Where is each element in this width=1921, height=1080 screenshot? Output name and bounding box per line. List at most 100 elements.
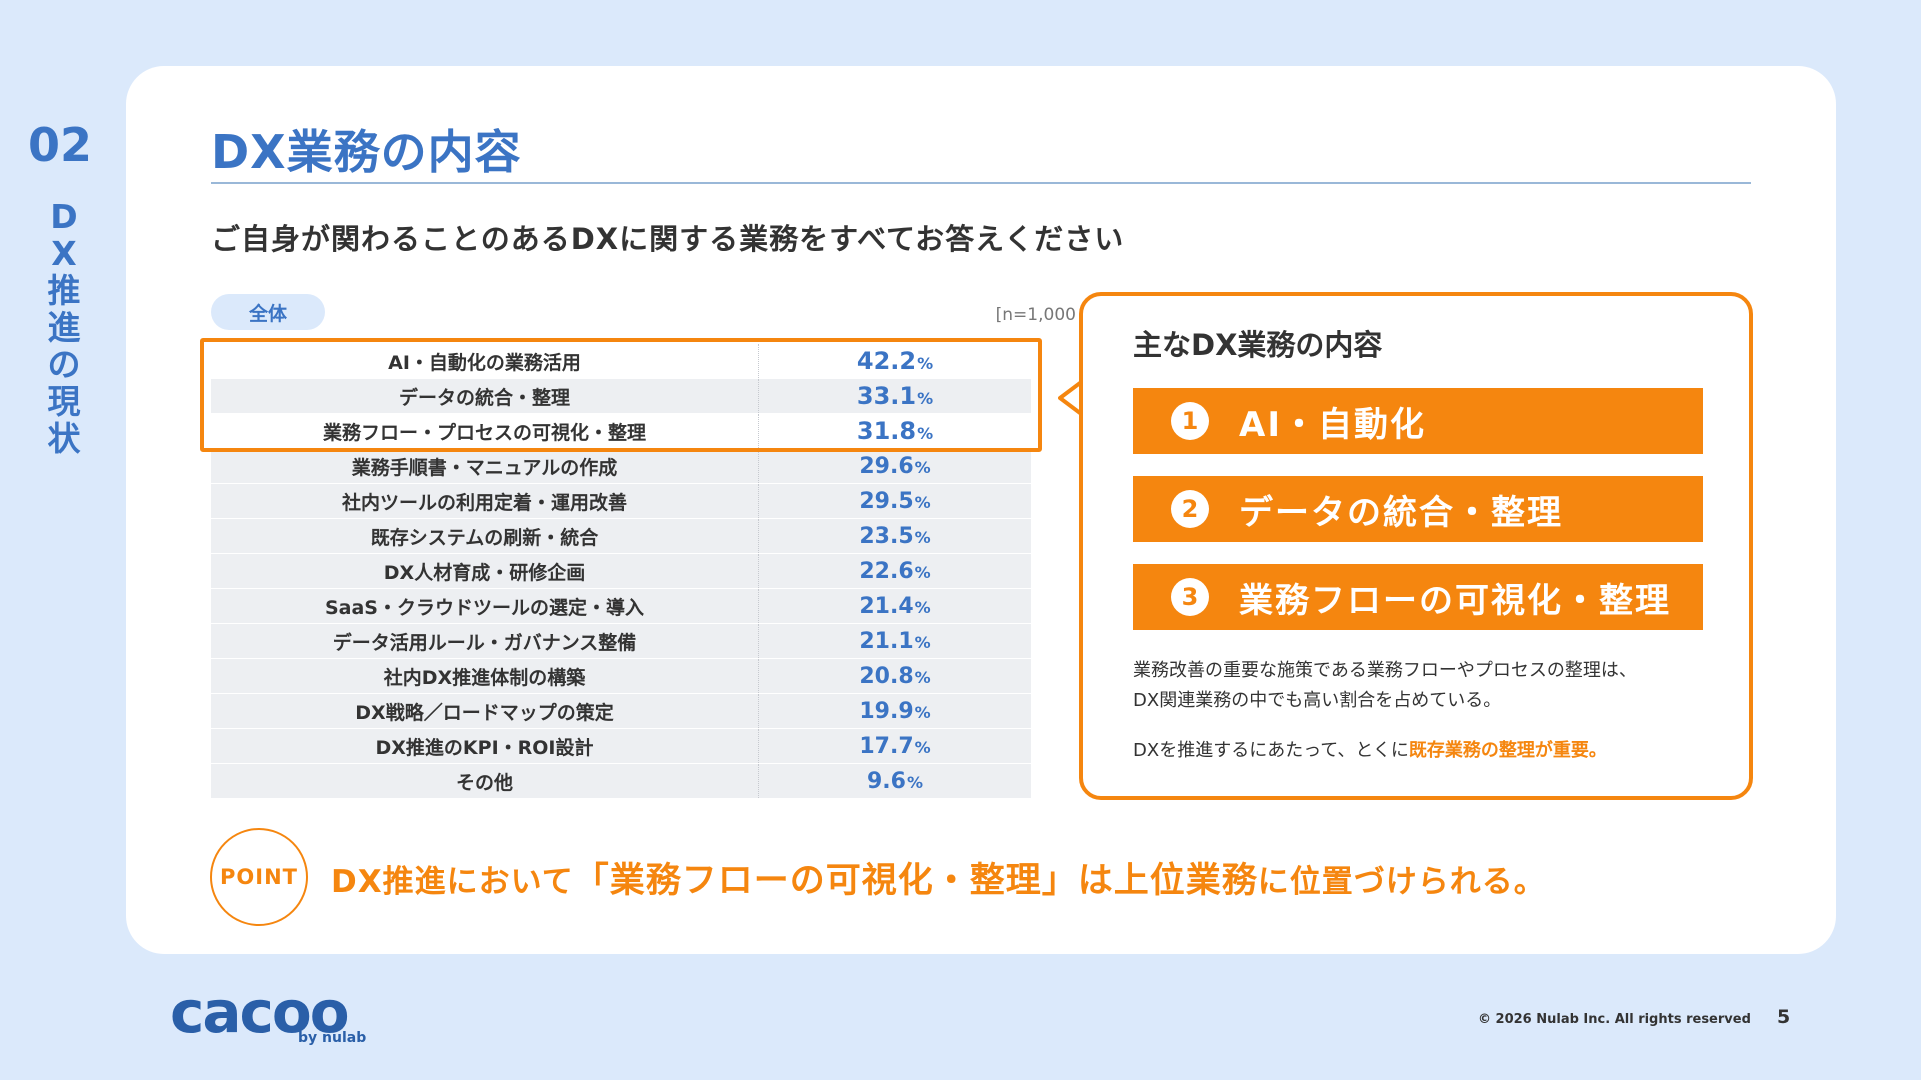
point-number-2: 2: [1171, 490, 1209, 528]
callout-paragraph-1: 業務改善の重要な施策である業務フローやプロセスの整理は、 DX関連業務の中でも高…: [1133, 656, 1723, 716]
callout-line-1: 業務改善の重要な施策である業務フローやプロセスの整理は、: [1133, 660, 1637, 681]
row-value: 23.5%: [759, 524, 1031, 549]
row-value: 33.1%: [759, 382, 1031, 410]
row-label: DX戦略／ロードマップの策定: [211, 694, 759, 728]
row-label: 社内ツールの利用定着・運用改善: [211, 484, 759, 518]
point-bar-2: 2 データの統合・整理: [1133, 476, 1703, 542]
row-value-number: 20.8: [859, 663, 914, 689]
row-label: 業務手順書・マニュアルの作成: [211, 449, 759, 483]
row-value: 31.8%: [759, 417, 1031, 445]
page-title: DX業務の内容: [211, 125, 522, 179]
row-label: 社内DX推進体制の構築: [211, 659, 759, 693]
callout-line-2: DX関連業務の中でも高い割合を占めている。: [1133, 690, 1502, 711]
row-value-number: 33.1: [856, 382, 917, 410]
row-value-unit: %: [914, 597, 931, 617]
point-statement: DX推進において「業務フローの可視化・整理」は上位業務に位置づけられる。: [331, 852, 1546, 903]
callout-emphasis: 既存業務の整理が重要。: [1408, 740, 1607, 761]
row-value-unit: %: [917, 389, 934, 408]
table-row: 社内DX推進体制の構築 20.8%: [211, 659, 1031, 694]
point-text-2: データの統合・整理: [1239, 492, 1563, 533]
table-row: 既存システムの刷新・統合 23.5%: [211, 519, 1031, 554]
row-value: 19.9%: [759, 699, 1031, 724]
table-row: 業務フロー・プロセスの可視化・整理 31.8%: [211, 414, 1031, 449]
logo-subtitle: by nulab: [298, 1030, 367, 1046]
row-value-number: 19.9: [859, 698, 914, 724]
row-value-number: 9.6: [866, 768, 906, 794]
row-value-unit: %: [914, 527, 931, 547]
row-value-unit: %: [917, 354, 934, 373]
point-number-3: 3: [1171, 578, 1209, 616]
table-row: DX人材育成・研修企画 22.6%: [211, 554, 1031, 589]
row-value: 9.6%: [759, 769, 1031, 794]
table-row: DX推進のKPI・ROI設計 17.7%: [211, 729, 1031, 764]
scope-tag: 全体: [211, 294, 325, 330]
row-value-unit: %: [914, 632, 931, 652]
point-text-c: に位置づけられる。: [1257, 864, 1546, 900]
row-value: 17.7%: [759, 734, 1031, 759]
callout-line-3: DXを推進するにあたって、とくに: [1133, 740, 1409, 761]
cacoo-logo: cacoo: [170, 978, 350, 1046]
row-label: データ活用ルール・ガバナンス整備: [211, 624, 759, 658]
title-divider: [211, 182, 1751, 184]
table-row: AI・自動化の業務活用 42.2%: [211, 344, 1031, 379]
survey-question: ご自身が関わることのあるDXに関する業務をすべてお答えください: [211, 222, 1125, 256]
table-row: その他 9.6%: [211, 764, 1031, 799]
row-value: 22.6%: [759, 559, 1031, 584]
callout-paragraph-2: DXを推進するにあたって、とくに既存業務の整理が重要。: [1133, 736, 1723, 766]
table-row: 社内ツールの利用定着・運用改善 29.5%: [211, 484, 1031, 519]
point-badge: POINT: [210, 828, 308, 926]
row-label: 業務フロー・プロセスの可視化・整理: [211, 414, 759, 448]
row-value: 42.2%: [759, 347, 1031, 375]
row-value-unit: %: [914, 457, 931, 477]
row-value-number: 42.2: [856, 347, 917, 375]
row-label: 既存システムの刷新・統合: [211, 519, 759, 553]
row-value-unit: %: [914, 562, 931, 582]
point-bar-1: 1 AI・自動化: [1133, 388, 1703, 454]
row-value-unit: %: [914, 667, 931, 687]
row-label: データの統合・整理: [211, 379, 759, 413]
summary-callout: 主なDX業務の内容 1 AI・自動化 2 データの統合・整理 3 業務フローの可…: [1079, 292, 1753, 800]
row-value-number: 21.1: [859, 628, 914, 654]
row-value-number: 29.5: [859, 488, 914, 514]
row-value-number: 29.6: [859, 453, 914, 479]
section-title: DX推進の現状: [47, 197, 81, 458]
point-text-1: AI・自動化: [1239, 404, 1426, 445]
row-label: AI・自動化の業務活用: [211, 344, 759, 378]
table-row: SaaS・クラウドツールの選定・導入 21.4%: [211, 589, 1031, 624]
table-row: 業務手順書・マニュアルの作成 29.6%: [211, 449, 1031, 484]
row-label: SaaS・クラウドツールの選定・導入: [211, 589, 759, 623]
table-row: データ活用ルール・ガバナンス整備 21.1%: [211, 624, 1031, 659]
row-value-unit: %: [917, 424, 934, 443]
row-value-number: 17.7: [859, 733, 914, 759]
section-number: 02: [28, 118, 93, 172]
row-value: 29.5%: [759, 489, 1031, 514]
callout-heading: 主なDX業務の内容: [1133, 328, 1383, 362]
row-value-unit: %: [914, 737, 931, 757]
row-value-number: 23.5: [859, 523, 914, 549]
row-label: その他: [211, 764, 759, 798]
row-label: DX人材育成・研修企画: [211, 554, 759, 588]
page-number: 5: [1777, 1006, 1791, 1028]
row-value-unit: %: [906, 772, 923, 792]
row-value-number: 22.6: [859, 558, 914, 584]
row-value: 20.8%: [759, 664, 1031, 689]
point-bar-3: 3 業務フローの可視化・整理: [1133, 564, 1703, 630]
row-value: 21.1%: [759, 629, 1031, 654]
callout-body: 業務改善の重要な施策である業務フローやプロセスの整理は、 DX関連業務の中でも高…: [1133, 656, 1723, 786]
table-row: データの統合・整理 33.1%: [211, 379, 1031, 414]
row-value-number: 21.4: [859, 593, 914, 619]
point-text-b: 「業務フローの可視化・整理」は上位業務: [573, 861, 1258, 901]
row-value: 21.4%: [759, 594, 1031, 619]
point-text-3: 業務フローの可視化・整理: [1239, 580, 1671, 621]
point-number-1: 1: [1171, 402, 1209, 440]
content-card: DX業務の内容 ご自身が関わることのあるDXに関する業務をすべてお答えください …: [126, 66, 1836, 954]
row-value: 29.6%: [759, 454, 1031, 479]
row-value-number: 31.8: [856, 417, 917, 445]
table-row: DX戦略／ロードマップの策定 19.9%: [211, 694, 1031, 729]
copyright: © 2026 Nulab Inc. All rights reserved: [1478, 1012, 1751, 1027]
row-value-unit: %: [914, 702, 931, 722]
results-table: AI・自動化の業務活用 42.2% データの統合・整理 33.1% 業務フロー・プロセス…: [211, 344, 1031, 799]
row-label: DX推進のKPI・ROI設計: [211, 729, 759, 763]
point-text-a: DX推進において: [331, 864, 574, 900]
row-value-unit: %: [914, 492, 931, 512]
